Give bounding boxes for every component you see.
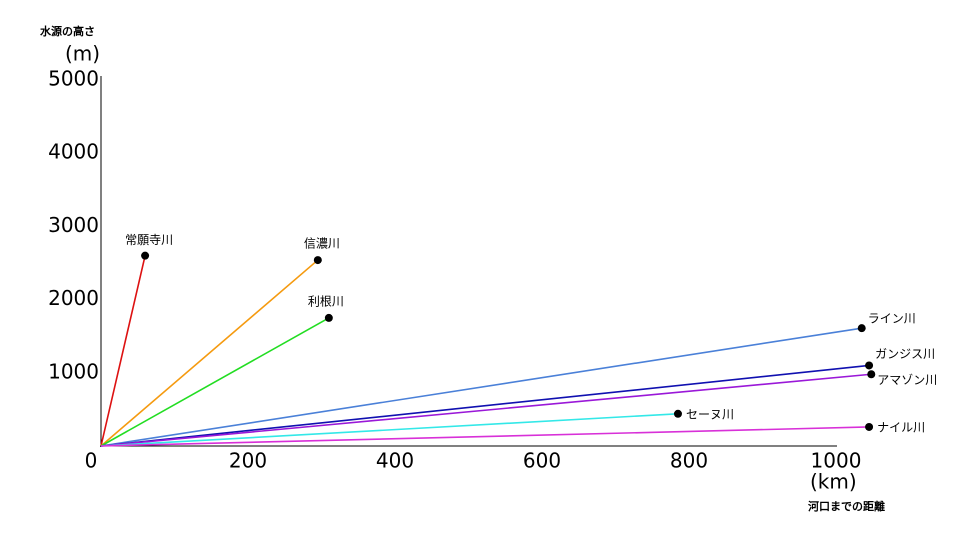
river-line [100, 317, 330, 447]
river-source [141, 251, 150, 260]
river-line [100, 255, 146, 447]
river-source [857, 324, 866, 333]
x-axis-unit: (km) [810, 470, 857, 494]
y-axis-unit: (m) [65, 42, 100, 66]
river-label: 常願寺川 [125, 233, 173, 247]
x-tick-label: 800 [670, 449, 708, 473]
river-label: セーヌ川 [686, 407, 734, 421]
river-source [865, 361, 874, 370]
river-source [324, 313, 333, 322]
river-label: ナイル川 [877, 420, 925, 434]
river-line [100, 259, 319, 447]
river-label: 信濃川 [304, 237, 340, 251]
x-tick-label: 400 [376, 449, 414, 473]
river-label: ライン川 [868, 312, 916, 326]
river-label: アマゾン川 [877, 373, 937, 387]
river-line [100, 412, 679, 447]
y-axis-label: 水源の高さ [40, 24, 95, 38]
river-line [100, 364, 870, 447]
river-source [673, 409, 682, 418]
river-line [100, 426, 870, 447]
x-tick-label: 200 [229, 449, 267, 473]
y-tick-label: 2000 [48, 286, 99, 310]
river-source [867, 370, 876, 379]
x-tick-label: 0 [85, 449, 98, 473]
y-tick-label: 4000 [48, 140, 99, 164]
y-tick-label: 3000 [48, 213, 99, 237]
river-source [865, 422, 874, 431]
river-line [100, 327, 862, 447]
river-source [313, 256, 322, 265]
x-axis-label: 河口までの距離 [808, 499, 885, 513]
river-label: 利根川 [308, 294, 344, 308]
river-line [100, 373, 872, 447]
y-tick-label: 5000 [48, 67, 99, 91]
x-tick-label: 1000 [811, 449, 862, 473]
river-label: ガンジス川 [875, 347, 935, 361]
y-tick-label: 1000 [48, 359, 99, 383]
x-tick-label: 600 [523, 449, 561, 473]
